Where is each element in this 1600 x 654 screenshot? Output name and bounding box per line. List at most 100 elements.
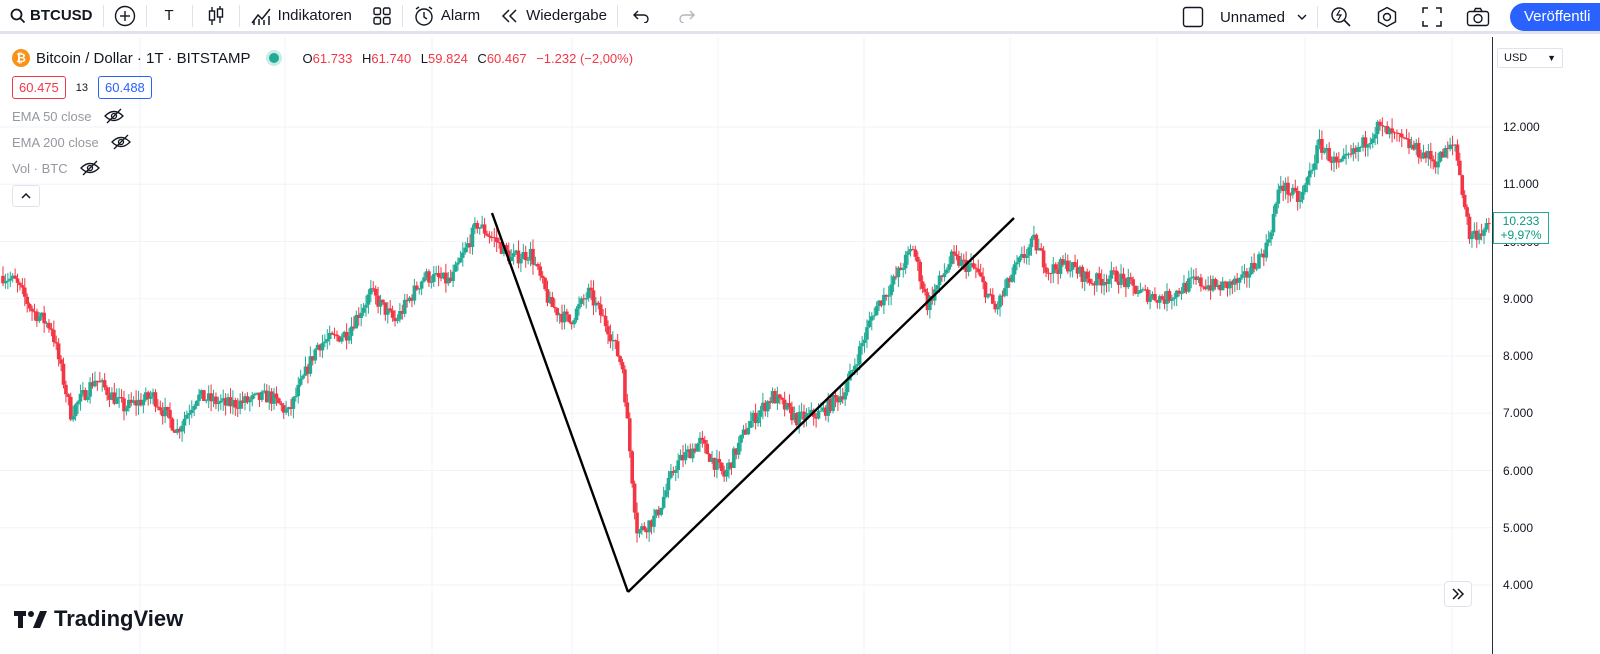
separator [102, 4, 104, 27]
candle-body [1441, 151, 1445, 158]
candle-body [112, 392, 117, 404]
candle-body [1039, 248, 1043, 251]
candle-body [1370, 138, 1375, 143]
gear-icon [1377, 6, 1397, 28]
alarm-button[interactable]: Alarm [403, 0, 490, 33]
candle-body [1470, 234, 1474, 240]
candle-body [1121, 273, 1126, 279]
candle-body [473, 223, 477, 228]
indicator-volume[interactable]: Vol · BTC [12, 155, 639, 181]
screenshot-button[interactable] [1454, 0, 1502, 34]
candle-body [463, 247, 468, 253]
candle-body [1402, 137, 1406, 139]
tradingview-logo-icon [14, 611, 47, 628]
candle-body [1353, 148, 1358, 152]
candle-body [1092, 283, 1097, 286]
symbol-search-button[interactable]: BTCUSD [0, 0, 103, 33]
candle-body [262, 390, 267, 392]
eye-hidden-icon[interactable] [79, 160, 100, 176]
candle-body [572, 320, 576, 325]
eye-hidden-icon[interactable] [103, 108, 124, 124]
candle-body [359, 312, 363, 318]
candle-body [1066, 260, 1070, 272]
candle-body [773, 391, 777, 404]
candle-body [468, 243, 472, 248]
replay-button[interactable]: Wiedergabe [490, 0, 617, 33]
candle-body [1177, 290, 1181, 294]
eye-hidden-icon[interactable] [110, 134, 131, 150]
candle-body [1213, 278, 1218, 288]
indicator-ema200[interactable]: EMA 200 close [12, 129, 639, 155]
publish-button[interactable]: Veröffentli [1510, 3, 1600, 31]
layout-selector[interactable]: Unnamed [1172, 0, 1317, 34]
candle-body [364, 304, 368, 308]
candle-body [71, 416, 75, 420]
candle-body [298, 378, 303, 385]
price-scale[interactable]: USD ▼ 12.00011.00010.0009.0008.0007.0006… [1492, 37, 1600, 654]
candle-body [1346, 153, 1351, 155]
candle-body [1230, 281, 1235, 285]
high-value: 61.740 [371, 50, 412, 66]
candle-body [794, 413, 799, 426]
candle-body [177, 428, 182, 432]
candle-body [73, 404, 78, 417]
fullscreen-button[interactable] [1410, 0, 1454, 34]
scroll-to-realtime-button[interactable] [1444, 581, 1472, 607]
candle-body [857, 346, 862, 365]
currency-selector[interactable]: USD ▼ [1497, 48, 1563, 68]
compare-button[interactable] [104, 0, 146, 33]
indicators-button[interactable]: Indikatoren [240, 0, 362, 33]
candle-body [158, 407, 163, 411]
candle-body [877, 300, 881, 307]
last-price-label: 10.233 +9,97% [1493, 212, 1549, 245]
candle-body [37, 316, 42, 322]
candle-body [1259, 253, 1264, 255]
candle-body [180, 425, 184, 432]
open-label: O [302, 50, 313, 66]
candle-body [915, 256, 920, 262]
candle-body [664, 490, 668, 497]
candle-body [373, 288, 378, 296]
templates-button[interactable] [362, 0, 402, 33]
collapse-legend-button[interactable] [12, 185, 40, 207]
candle-body [1373, 134, 1377, 139]
candle-body [448, 277, 453, 282]
quick-search-button[interactable] [1318, 0, 1364, 34]
candle-body [102, 380, 107, 388]
candle-body [330, 332, 334, 335]
settings-button[interactable] [1364, 0, 1410, 34]
buy-button[interactable]: 60.488 [98, 76, 152, 99]
candle-body [816, 410, 821, 419]
candle-body [688, 449, 693, 459]
price-chart[interactable] [0, 37, 1492, 654]
candle-body [1184, 282, 1189, 292]
interval-button[interactable]: T [147, 0, 192, 33]
chart-pane[interactable] [0, 37, 1600, 654]
chart-type-button[interactable] [193, 0, 239, 33]
candle-body [1, 275, 5, 284]
sell-button[interactable]: 60.475 [12, 76, 66, 99]
alarm-label: Alarm [440, 7, 481, 24]
candle-body [1223, 281, 1227, 283]
symbol-legend-row[interactable]: ₿ Bitcoin / Dollar · 1T · BITSTAMP O61.7… [12, 46, 639, 70]
candle-body [928, 296, 932, 311]
separator [401, 4, 403, 27]
candle-body [666, 477, 671, 491]
indicator-ema50[interactable]: EMA 50 close [12, 103, 639, 129]
separator [238, 4, 240, 27]
candle-body [1252, 262, 1256, 269]
candle-body [1455, 144, 1460, 161]
candle-body [1392, 132, 1397, 134]
undo-button[interactable] [618, 0, 664, 33]
candle-body [1409, 144, 1414, 149]
bitcoin-icon: ₿ [12, 49, 30, 67]
indicators-icon [251, 8, 271, 25]
tradingview-logo[interactable]: TradingView [14, 606, 183, 632]
candle-body [937, 275, 942, 286]
redo-button[interactable] [664, 0, 710, 33]
candle-body [974, 267, 978, 269]
candle-body [536, 264, 540, 267]
candle-body [1010, 274, 1014, 282]
candle-body [1274, 203, 1278, 214]
candle-body [1203, 286, 1208, 290]
